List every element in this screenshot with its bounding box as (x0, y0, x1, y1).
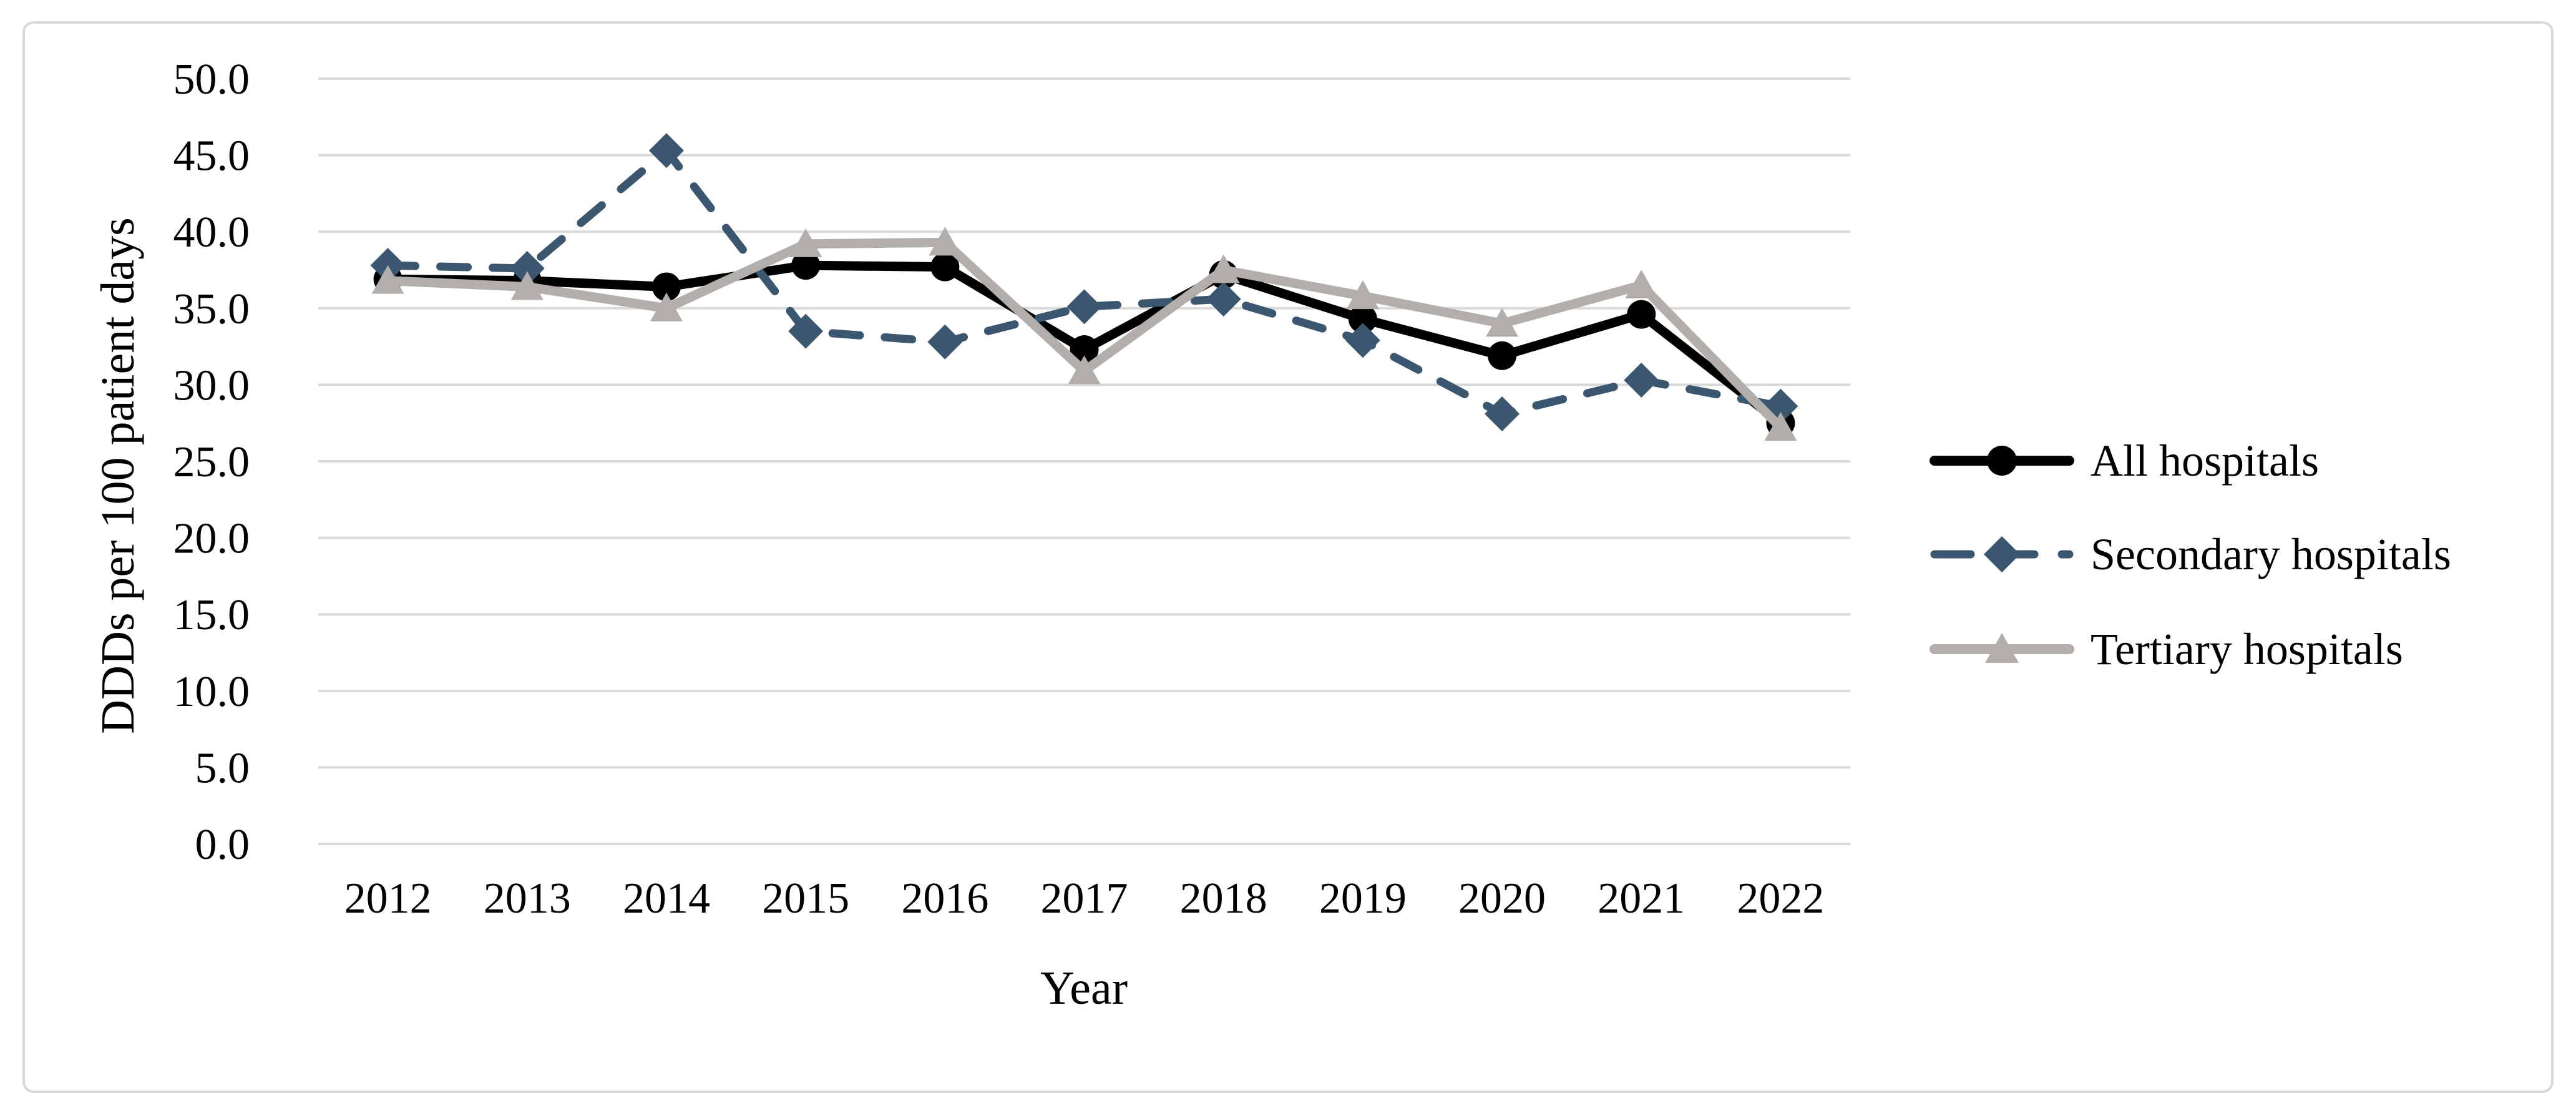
marker-triangle-tertiary-hospitals (510, 271, 544, 300)
marker-triangle-tertiary-hospitals (789, 228, 822, 257)
legend-marker-circle (1987, 446, 2017, 476)
y-tick-label: 35.0 (173, 285, 250, 333)
marker-circle-all-hospitals (930, 252, 960, 282)
marker-triangle-tertiary-hospitals (929, 227, 962, 256)
legend-swatch-diamond-icon (1930, 536, 2074, 572)
x-tick-label: 2019 (1319, 875, 1407, 923)
legend-item-tertiary-hospitals: Tertiary hospitals (1930, 615, 2403, 684)
legend-swatch-circle-icon (1930, 446, 2074, 476)
marker-diamond-secondary-hospitals (1345, 323, 1380, 358)
y-tick-label: 30.0 (173, 361, 250, 409)
marker-triangle-tertiary-hospitals (371, 265, 404, 294)
y-tick-label: 10.0 (173, 668, 250, 716)
legend-label: Secondary hospitals (2091, 529, 2451, 579)
y-tick-label: 0.0 (195, 821, 250, 869)
x-tick-label: 2013 (484, 875, 571, 923)
y-tick-label: 15.0 (173, 591, 250, 639)
marker-diamond-secondary-hospitals (788, 313, 824, 349)
y-tick-label: 45.0 (173, 132, 250, 180)
x-tick-label: 2014 (623, 875, 710, 923)
legend-item-all-hospitals: All hospitals (1930, 426, 2319, 495)
x-tick-label: 2018 (1180, 875, 1267, 923)
marker-circle-all-hospitals (791, 251, 821, 280)
marker-circle-all-hospitals (651, 272, 681, 302)
series-line-secondary-hospitals (384, 146, 1785, 418)
marker-circle-all-hospitals (1488, 341, 1517, 370)
legend-item-secondary-hospitals: Secondary hospitals (1930, 520, 2451, 589)
legend-marker-diamond (1984, 536, 2020, 572)
x-tick-label: 2012 (344, 875, 432, 923)
y-tick-label: 50.0 (173, 56, 250, 104)
marker-circle-all-hospitals (1627, 300, 1656, 329)
marker-circle-all-hospitals (1070, 335, 1099, 365)
marker-diamond-secondary-hospitals (1206, 282, 1241, 317)
x-tick-label: 2022 (1737, 875, 1824, 923)
marker-diamond-secondary-hospitals (1485, 396, 1520, 431)
marker-triangle-tertiary-hospitals (1625, 270, 1658, 299)
marker-triangle-tertiary-hospitals (1486, 308, 1519, 337)
y-tick-label: 20.0 (173, 515, 250, 563)
x-tick-label: 2015 (762, 875, 849, 923)
marker-diamond-secondary-hospitals (1066, 289, 1102, 325)
legend-swatch-triangle-icon (1930, 633, 2074, 663)
x-tick-label: 2020 (1458, 875, 1546, 923)
marker-diamond-secondary-hospitals (509, 251, 545, 287)
legend-label: Tertiary hospitals (2091, 624, 2403, 674)
chart-area-border (22, 21, 2554, 1093)
marker-triangle-tertiary-hospitals (1207, 254, 1240, 283)
y-axis-title: DDDs per 100 patient days (92, 217, 144, 734)
y-tick-label: 25.0 (173, 438, 250, 486)
marker-triangle-tertiary-hospitals (650, 292, 683, 321)
marker-triangle-tertiary-hospitals (1764, 412, 1797, 441)
y-tick-label: 40.0 (173, 208, 250, 257)
y-tick-label: 5.0 (195, 744, 250, 792)
marker-diamond-secondary-hospitals (648, 133, 684, 169)
legend-label: All hospitals (2091, 435, 2320, 486)
x-tick-label: 2016 (901, 875, 988, 923)
x-tick-label: 2017 (1041, 875, 1128, 923)
marker-circle-all-hospitals (1348, 304, 1377, 333)
marker-diamond-secondary-hospitals (927, 324, 963, 360)
x-tick-label: 2021 (1598, 875, 1685, 923)
legend-marker-triangle (1985, 633, 2019, 663)
marker-diamond-secondary-hospitals (1624, 363, 1659, 398)
marker-triangle-tertiary-hospitals (1068, 355, 1101, 385)
marker-triangle-tertiary-hospitals (1346, 280, 1379, 310)
x-axis-title: Year (1040, 962, 1128, 1014)
